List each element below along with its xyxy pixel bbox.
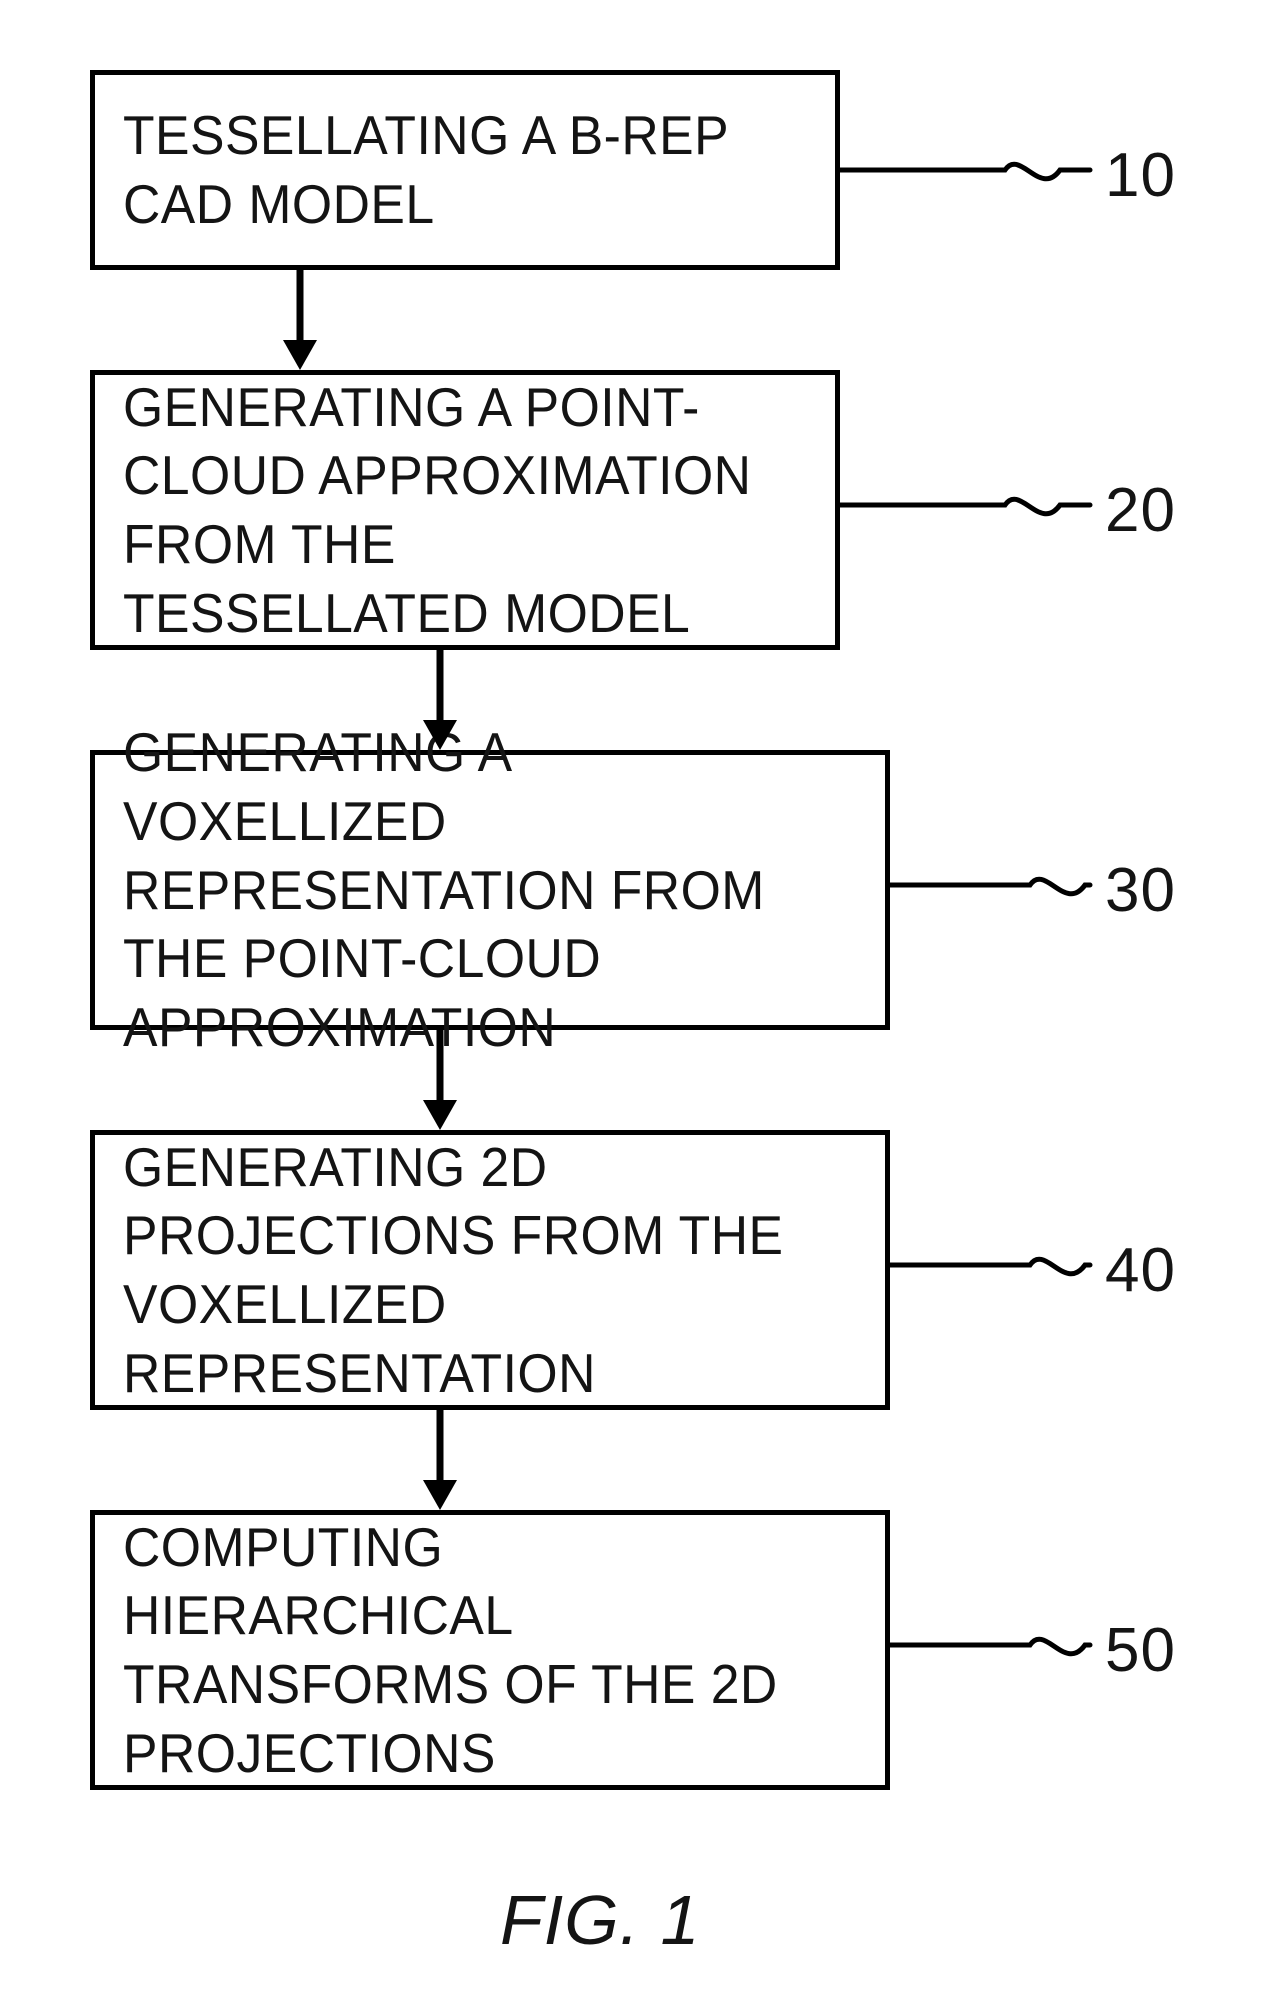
step-box-20: GENERATING A POINT-CLOUD APPROXIMATION F… <box>90 370 840 650</box>
step-label-50: 50 <box>1105 1615 1176 1686</box>
step-box-40: GENERATING 2D PROJECTIONS FROM THE VOXEL… <box>90 1130 890 1410</box>
step-label-40: 40 <box>1105 1235 1176 1306</box>
step-text-10: TESSELLATING A B-REP CAD MODEL <box>123 101 766 239</box>
step-box-10: TESSELLATING A B-REP CAD MODEL <box>90 70 840 270</box>
figure-caption: FIG. 1 <box>500 1880 700 1960</box>
step-box-30: GENERATING A VOXELLIZED REPRESENTATION F… <box>90 750 890 1030</box>
step-text-20: GENERATING A POINT-CLOUD APPROXIMATION F… <box>123 373 766 648</box>
step-text-40: GENERATING 2D PROJECTIONS FROM THE VOXEL… <box>123 1133 813 1408</box>
step-label-30: 30 <box>1105 855 1176 926</box>
step-label-10: 10 <box>1105 140 1176 211</box>
step-text-50: COMPUTING HIERARCHICAL TRANSFORMS OF THE… <box>123 1513 813 1788</box>
step-box-50: COMPUTING HIERARCHICAL TRANSFORMS OF THE… <box>90 1510 890 1790</box>
flowchart-canvas: TESSELLATING A B-REP CAD MODEL 10 GENERA… <box>0 0 1272 2010</box>
step-text-30: GENERATING A VOXELLIZED REPRESENTATION F… <box>123 718 813 1062</box>
step-label-20: 20 <box>1105 475 1176 546</box>
